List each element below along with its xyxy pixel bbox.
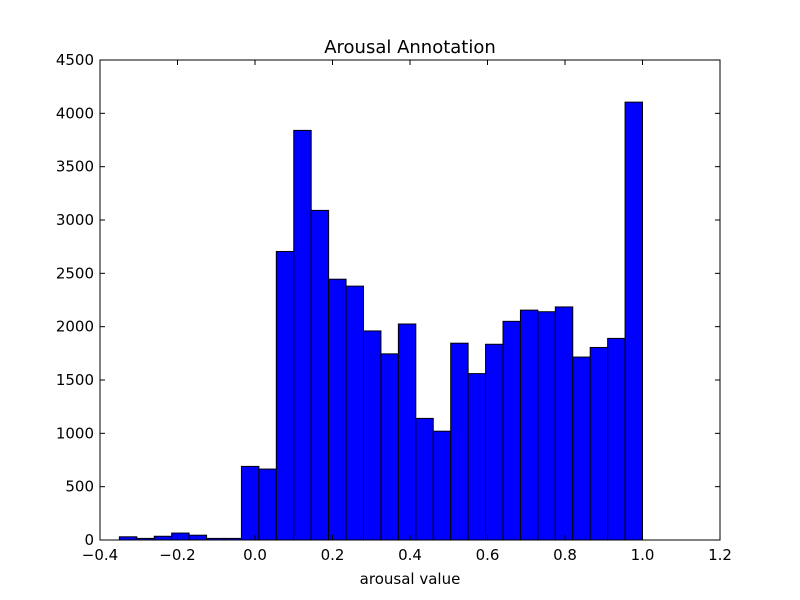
y-tick-label: 3000 bbox=[56, 211, 94, 229]
histogram-bar bbox=[397, 323, 417, 541]
x-axis-label: arousal value bbox=[360, 570, 461, 588]
histogram-bar bbox=[258, 468, 277, 541]
x-tick-label: 1.2 bbox=[708, 546, 732, 564]
y-tick-label: 3500 bbox=[56, 158, 94, 176]
histogram-bar bbox=[467, 373, 487, 541]
histogram-bar bbox=[450, 342, 469, 541]
histogram-bar bbox=[380, 353, 399, 541]
y-tick-label: 4000 bbox=[56, 104, 94, 122]
histogram-bar bbox=[153, 535, 173, 541]
x-tick-label: 0.6 bbox=[476, 546, 500, 564]
histogram-bar bbox=[293, 129, 312, 541]
y-tick-label: 2000 bbox=[56, 318, 94, 336]
histogram-bar bbox=[432, 430, 452, 541]
y-tick-label: 500 bbox=[65, 478, 94, 496]
y-tick-label: 2500 bbox=[56, 264, 94, 282]
x-tick-label: −0.2 bbox=[159, 546, 195, 564]
histogram-bar bbox=[415, 417, 434, 541]
x-tick-label: 0.8 bbox=[553, 546, 577, 564]
bars-group bbox=[118, 101, 643, 541]
histogram-bar bbox=[607, 337, 626, 541]
x-tick-label: 0.0 bbox=[243, 546, 267, 564]
histogram-bar bbox=[171, 532, 190, 541]
y-tick-label: 4500 bbox=[56, 51, 94, 69]
histogram-bar bbox=[310, 209, 330, 541]
histogram-bar bbox=[240, 465, 260, 541]
histogram-bar bbox=[188, 534, 208, 541]
x-tick-label: 1.0 bbox=[631, 546, 655, 564]
y-tick-label: 0 bbox=[84, 531, 94, 549]
histogram-bar bbox=[502, 320, 521, 541]
y-tick-label: 1500 bbox=[56, 371, 94, 389]
histogram-bar bbox=[275, 250, 295, 541]
x-axis: −0.4 −0.2 0.0 0.2 0.4 0.6 0.8 1.0 1.2 bbox=[82, 60, 732, 564]
histogram-bar bbox=[345, 285, 364, 541]
histogram-bar bbox=[554, 306, 574, 541]
histogram-bar bbox=[589, 346, 609, 541]
chart-title: Arousal Annotation bbox=[324, 37, 496, 58]
histogram-bar bbox=[519, 309, 539, 541]
x-tick-label: 0.4 bbox=[398, 546, 422, 564]
histogram-bar bbox=[572, 356, 591, 541]
y-tick-label: 1000 bbox=[56, 424, 94, 442]
x-tick-label: 0.2 bbox=[321, 546, 345, 564]
x-tick-label: −0.4 bbox=[82, 546, 118, 564]
histogram-bar bbox=[485, 343, 504, 541]
histogram-bar bbox=[328, 278, 347, 541]
histogram-bar bbox=[363, 330, 382, 541]
histogram-bar bbox=[624, 101, 643, 541]
y-axis: 0 500 1000 1500 2000 2500 3000 3500 4000 4500 bbox=[56, 51, 720, 549]
histogram-bar bbox=[537, 311, 556, 541]
